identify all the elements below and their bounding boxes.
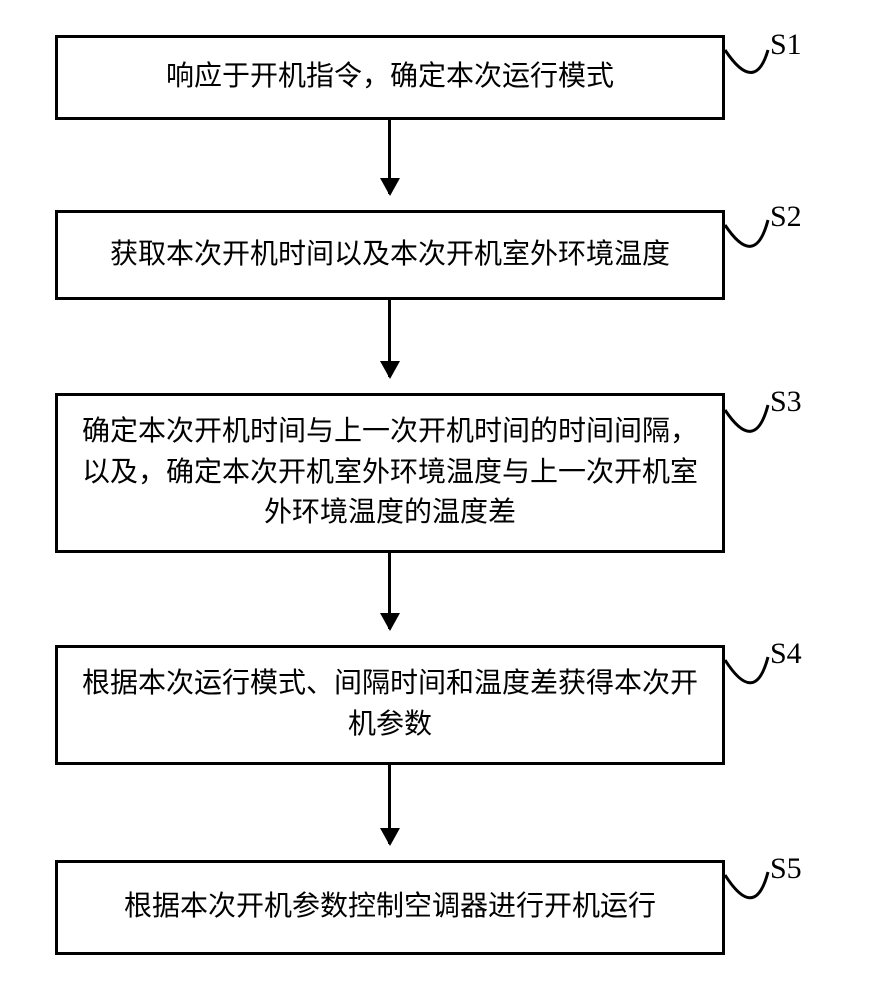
- step-text-s5: 根据本次开机参数控制空调器进行开机运行: [124, 887, 656, 928]
- step-text-s2: 获取本次开机时间以及本次开机室外环境温度: [110, 235, 670, 276]
- step-text-s3: 确定本次开机时间与上一次开机时间的时间间隔，以及，确定本次开机室外环境温度与上一…: [78, 412, 702, 534]
- arrow-2: [388, 300, 391, 377]
- flowchart-container: 响应于开机指令，确定本次运行模式 S1 获取本次开机时间以及本次开机室外环境温度 S2…: [0, 0, 878, 1000]
- arrow-4: [388, 765, 391, 844]
- step-label-s3: S3: [770, 385, 802, 419]
- step-text-s4: 根据本次运行模式、间隔时间和温度差获得本次开机参数: [78, 664, 702, 745]
- step-box-s1: 响应于开机指令，确定本次运行模式: [55, 35, 725, 120]
- step-box-s4: 根据本次运行模式、间隔时间和温度差获得本次开机参数: [55, 645, 725, 765]
- step-box-s3: 确定本次开机时间与上一次开机时间的时间间隔，以及，确定本次开机室外环境温度与上一…: [55, 393, 725, 553]
- step-box-s5: 根据本次开机参数控制空调器进行开机运行: [55, 860, 725, 955]
- step-label-s2: S2: [770, 200, 802, 234]
- arrow-3: [388, 553, 391, 629]
- step-label-s1: S1: [770, 28, 802, 62]
- step-label-s5: S5: [770, 852, 802, 886]
- step-box-s2: 获取本次开机时间以及本次开机室外环境温度: [55, 210, 725, 300]
- step-text-s1: 响应于开机指令，确定本次运行模式: [166, 57, 614, 98]
- arrow-1: [388, 120, 391, 194]
- step-label-s4: S4: [770, 637, 802, 671]
